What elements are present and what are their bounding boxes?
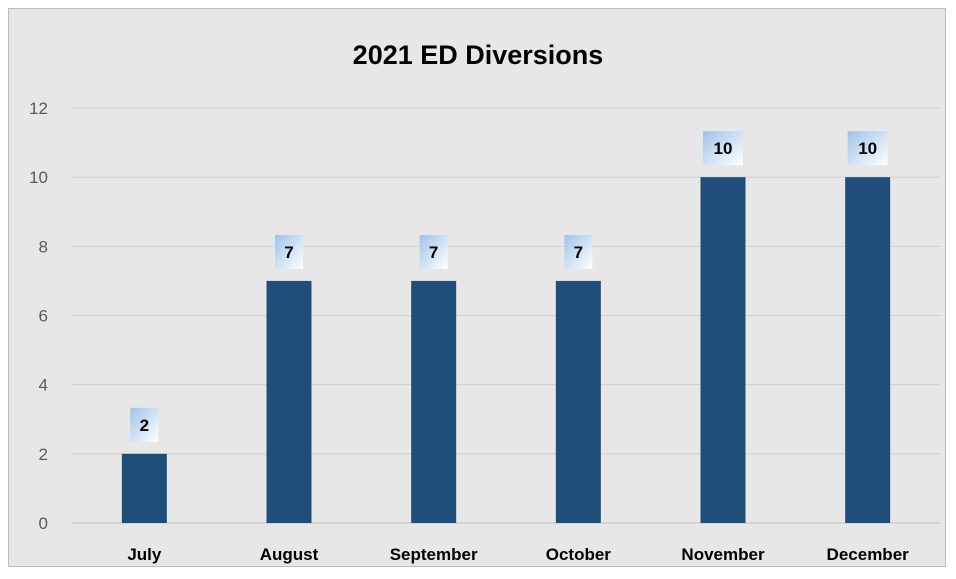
data-labels: 2 7 7 7 10 10: [130, 131, 888, 442]
data-label-box: [419, 234, 448, 269]
y-tick-label: 0: [39, 514, 48, 533]
data-label: 2: [140, 416, 149, 435]
data-label: 7: [574, 243, 583, 262]
data-label-box: [564, 234, 593, 269]
chart-title: 2021 ED Diversions: [352, 40, 604, 70]
gridlines: [72, 107, 940, 524]
x-category-label: August: [260, 545, 319, 564]
data-label-box: [275, 234, 303, 269]
y-tick-label: 4: [39, 376, 48, 395]
data-label: 7: [429, 243, 438, 262]
y-tick-label: 10: [29, 168, 48, 187]
bar-october: [555, 280, 601, 523]
bar-december: [845, 177, 891, 523]
y-tick-label: 12: [29, 99, 48, 118]
data-label-box: [130, 407, 159, 442]
y-axis-ticks: 0 2 4 6 8 10 12: [29, 99, 48, 533]
x-category-label: December: [827, 545, 910, 564]
x-category-label: October: [546, 545, 612, 564]
data-label-box: [703, 131, 743, 166]
x-category-label: November: [681, 545, 765, 564]
bars: [121, 177, 891, 523]
x-category-label: July: [127, 545, 162, 564]
data-label: 10: [858, 139, 877, 158]
bar-november: [700, 177, 746, 523]
bar-july: [121, 453, 167, 523]
bar-august: [266, 280, 312, 523]
y-tick-label: 8: [39, 237, 48, 256]
y-tick-label: 2: [39, 445, 48, 464]
data-label-box: [847, 131, 888, 166]
x-category-label: September: [390, 545, 478, 564]
x-axis-categories: July August September October November Decemb…: [127, 545, 909, 564]
y-tick-label: 6: [39, 307, 48, 326]
data-label: 10: [714, 139, 733, 158]
data-label: 7: [284, 243, 293, 262]
bar-september: [411, 280, 457, 523]
